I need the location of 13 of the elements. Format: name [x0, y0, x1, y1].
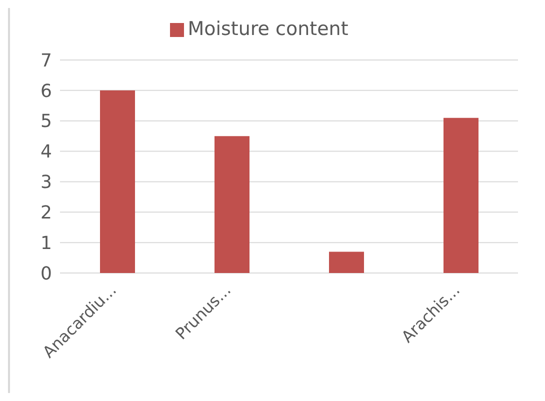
bar — [329, 252, 364, 273]
bar — [444, 118, 478, 273]
y-tick-label: 1 — [40, 232, 52, 254]
bar — [100, 90, 135, 273]
y-tick-label: 2 — [40, 202, 52, 224]
y-tick-label: 0 — [40, 263, 52, 284]
y-tick-label: 6 — [40, 80, 52, 102]
legend-label: Moisture content — [188, 18, 348, 40]
y-tick-label: 5 — [40, 111, 52, 132]
y-tick-label: 4 — [40, 142, 52, 163]
bar — [214, 136, 250, 273]
y-tick-label: 3 — [40, 172, 52, 194]
y-tick-label: 7 — [40, 50, 52, 72]
